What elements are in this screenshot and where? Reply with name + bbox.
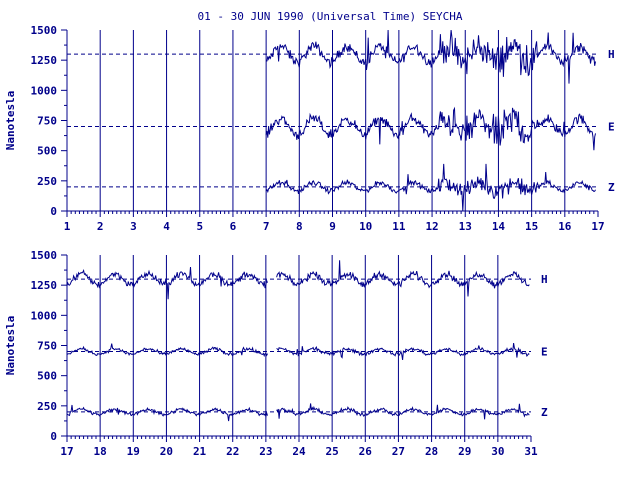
y-tick-label: 1250 bbox=[31, 279, 58, 292]
x-tick-label: 29 bbox=[458, 445, 471, 458]
x-tick-label: 19 bbox=[127, 445, 140, 458]
trace-E bbox=[276, 343, 530, 360]
x-tick-label: 1 bbox=[64, 220, 71, 233]
trace-E bbox=[265, 106, 596, 151]
x-tick-label: 11 bbox=[392, 220, 406, 233]
series-label-E: E bbox=[541, 346, 548, 359]
x-tick-label: 22 bbox=[226, 445, 239, 458]
y-tick-label: 750 bbox=[37, 115, 57, 128]
x-tick-label: 27 bbox=[392, 445, 405, 458]
x-tick-label: 4 bbox=[163, 220, 170, 233]
x-tick-label: 17 bbox=[60, 445, 73, 458]
panel-top: 1 2 3 4 5 6 7 8 9 10 11 12 13 14 15 16 17025050075010001… bbox=[4, 24, 615, 233]
x-tick-label: 15 bbox=[525, 220, 538, 233]
x-tick-label: 2 bbox=[97, 220, 104, 233]
x-tick-label: 18 bbox=[94, 445, 107, 458]
x-tick-label: 13 bbox=[459, 220, 472, 233]
trace-H bbox=[66, 266, 268, 300]
x-tick-label: 26 bbox=[359, 445, 373, 458]
x-tick-label: 5 bbox=[196, 220, 203, 233]
x-tick-label: 31 bbox=[524, 445, 538, 458]
trace-H bbox=[265, 29, 596, 84]
chart-title: 01 - 30 JUN 1990 (Universal Time) SEYCHA bbox=[198, 10, 463, 23]
series-label-H: H bbox=[541, 273, 548, 286]
trace-Z bbox=[276, 403, 530, 420]
trace-Z bbox=[66, 404, 268, 422]
x-tick-label: 23 bbox=[259, 445, 272, 458]
x-tick-label: 21 bbox=[193, 445, 207, 458]
x-tick-label: 17 bbox=[591, 220, 604, 233]
series-label-Z: Z bbox=[608, 181, 615, 194]
y-tick-label: 1500 bbox=[31, 24, 58, 37]
y-tick-label: 1000 bbox=[31, 84, 58, 97]
y-tick-label: 0 bbox=[50, 430, 57, 443]
x-tick-label: 28 bbox=[425, 445, 438, 458]
y-tick-label: 250 bbox=[37, 400, 57, 413]
y-tick-label: 500 bbox=[37, 145, 57, 158]
y-tick-label: 0 bbox=[50, 205, 57, 218]
x-tick-label: 7 bbox=[263, 220, 270, 233]
y-tick-label: 500 bbox=[37, 370, 57, 383]
y-axis-label: Nanotesla bbox=[4, 91, 17, 151]
panel-bottom: 17 18 19 20 21 22 23 24 25 26 27 28 29 30 31 0 250 500 750… bbox=[4, 249, 548, 458]
x-tick-label: 6 bbox=[230, 220, 237, 233]
series-label-E: E bbox=[608, 121, 615, 134]
x-tick-label: 16 bbox=[558, 220, 572, 233]
y-axis-label: Nanotesla bbox=[4, 316, 17, 376]
x-tick-label: 12 bbox=[425, 220, 438, 233]
y-tick-label: 250 bbox=[37, 175, 57, 188]
x-tick-label: 20 bbox=[160, 445, 173, 458]
y-tick-label: 750 bbox=[37, 340, 57, 353]
x-tick-label: 9 bbox=[329, 220, 336, 233]
series-label-H: H bbox=[608, 48, 615, 61]
y-tick-label: 1500 bbox=[31, 249, 58, 262]
x-tick-label: 8 bbox=[296, 220, 303, 233]
x-tick-label: 14 bbox=[492, 220, 506, 233]
x-tick-label: 25 bbox=[326, 445, 339, 458]
series-label-Z: Z bbox=[541, 406, 548, 419]
y-tick-label: 1250 bbox=[31, 54, 58, 67]
x-tick-label: 3 bbox=[130, 220, 137, 233]
y-tick-label: 1000 bbox=[31, 309, 58, 322]
x-tick-label: 10 bbox=[359, 220, 372, 233]
trace-E bbox=[66, 343, 268, 358]
trace-Z bbox=[265, 163, 596, 212]
trace-H bbox=[276, 260, 530, 297]
x-tick-label: 24 bbox=[292, 445, 306, 458]
x-tick-label: 30 bbox=[491, 445, 504, 458]
